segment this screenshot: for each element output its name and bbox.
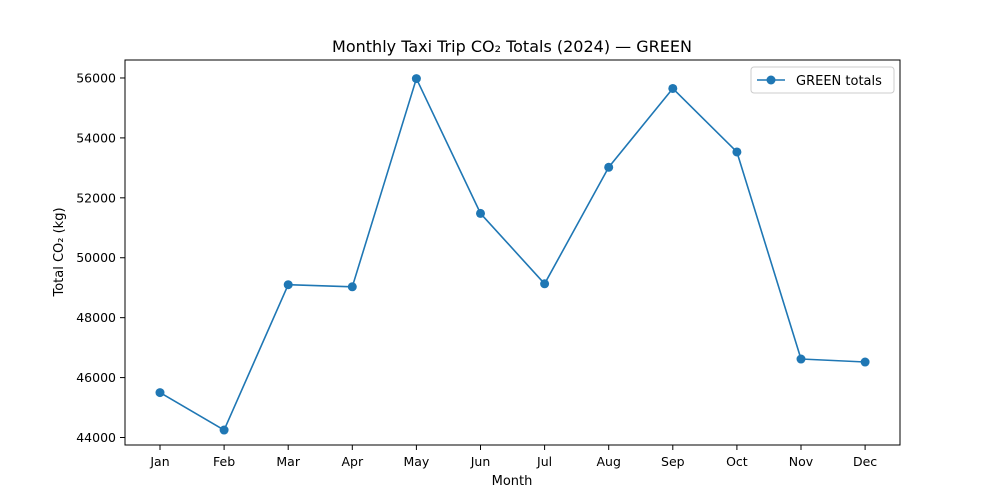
x-tick-label: May	[403, 454, 429, 469]
chart-title: Monthly Taxi Trip CO₂ Totals (2024) — GR…	[332, 37, 692, 56]
data-point	[860, 357, 870, 367]
y-tick-label: 46000	[76, 370, 116, 385]
data-point	[411, 74, 421, 84]
plot-frame	[124, 59, 901, 446]
x-tick-label: Feb	[213, 454, 235, 469]
y-tick-label: 44000	[76, 430, 116, 445]
y-axis-ticks: 44000 46000 48000 50000 52000 54000 56000	[76, 70, 125, 445]
legend-box	[750, 66, 895, 94]
series-line	[159, 77, 866, 431]
x-tick-label: Mar	[276, 454, 300, 469]
x-tick-label: Dec	[853, 454, 877, 469]
data-point	[476, 208, 485, 218]
data-point	[155, 388, 165, 398]
data-point	[668, 83, 678, 93]
x-tick-label: Sep	[661, 454, 685, 469]
legend-label: GREEN totals	[796, 74, 882, 89]
series-layer	[155, 74, 870, 435]
data-point	[540, 279, 550, 289]
y-axis-label: Total CO₂ (kg)	[52, 207, 67, 297]
data-point	[219, 425, 229, 435]
y-tick-label: 56000	[76, 70, 116, 85]
x-tick-label: Oct	[726, 454, 748, 469]
x-tick-label: Aug	[596, 454, 620, 469]
x-axis-label: Month	[492, 474, 533, 489]
x-tick-label: Jul	[536, 454, 552, 469]
y-tick-label: 48000	[76, 310, 116, 325]
x-axis-ticks: Jan Feb Mar Apr May Jun Jul Aug Sep Oct Nov Dec	[149, 445, 877, 469]
y-tick-label: 50000	[76, 250, 116, 265]
y-tick-label: 54000	[76, 130, 116, 145]
data-point	[732, 147, 742, 157]
legend-marker-swatch	[766, 75, 776, 85]
x-tick-label: Jan	[149, 454, 169, 469]
data-point	[604, 162, 614, 172]
data-point	[347, 282, 357, 292]
data-point	[283, 280, 293, 290]
x-tick-label: Jun	[470, 454, 491, 469]
data-point	[796, 354, 806, 364]
x-tick-label: Apr	[341, 454, 363, 469]
y-tick-label: 52000	[76, 190, 116, 205]
x-tick-label: Nov	[789, 454, 814, 469]
legend: GREEN totals	[750, 66, 895, 94]
